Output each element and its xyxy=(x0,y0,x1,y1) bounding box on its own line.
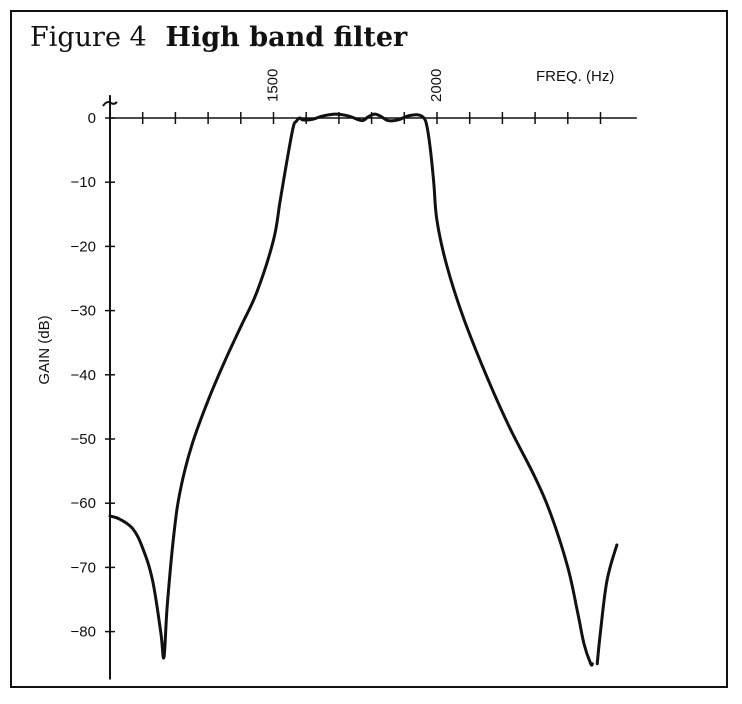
x-tick-label: 1500 xyxy=(265,69,282,102)
figure-name: High band filter xyxy=(165,22,408,53)
response-curve-2 xyxy=(595,543,619,666)
figure-title: Figure 4 High band filter xyxy=(30,22,407,53)
y-tick-label: −30 xyxy=(71,303,96,320)
chart-axes xyxy=(102,95,637,680)
y-tick-label: −20 xyxy=(71,238,96,255)
x-axis-label: FREQ. (Hz) xyxy=(536,68,614,85)
y-tick-label: −80 xyxy=(71,624,96,641)
y-tick-label: −50 xyxy=(71,431,96,448)
y-tick-label: −40 xyxy=(71,367,96,384)
chart-curves xyxy=(108,112,619,667)
chart-ticks: 1500 2000 0 −10 −20 −30 −40 −50 −60 −70 −80 xyxy=(71,69,602,641)
figure-frame xyxy=(10,10,728,688)
y-tick-label: 0 xyxy=(88,110,96,127)
y-axis-label: GAIN (dB) xyxy=(36,315,53,384)
y-tick-label: −10 xyxy=(71,174,96,191)
chart-labels: FREQ. (Hz) GAIN (dB) xyxy=(36,68,614,385)
y-tick-label: −60 xyxy=(71,495,96,512)
response-curve-1 xyxy=(108,112,594,667)
y-tick-label: −70 xyxy=(71,559,96,576)
figure-number: Figure 4 xyxy=(30,22,147,53)
axis-break-mark xyxy=(102,101,118,107)
x-tick-label: 2000 xyxy=(428,69,445,102)
